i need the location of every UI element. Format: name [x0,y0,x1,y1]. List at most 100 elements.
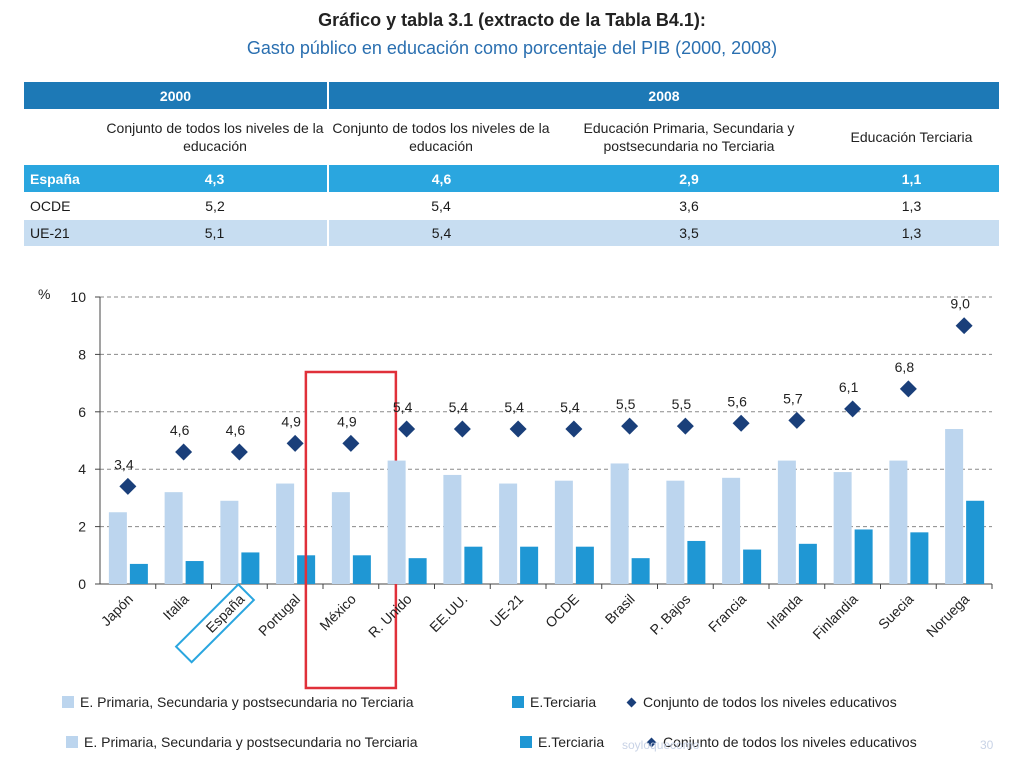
data-label: 6,1 [839,379,859,395]
bar-primary [777,460,796,584]
data-label: 5,5 [616,396,636,412]
x-tick-label: Brasil [602,591,638,627]
bar-tertiary [520,546,539,584]
bar-primary [164,492,183,584]
x-tick-label: Irlanda [763,591,805,633]
x-tick-label: Portugal [255,591,303,639]
bar-tertiary [464,546,483,584]
legend-swatch-primary [62,696,74,708]
total-marker [565,420,583,438]
table-row: UE-21 5,1 5,4 3,5 1,3 [24,220,999,246]
column-header: Conjunto de todos los niveles de la educ… [332,120,550,154]
bar-primary [889,460,908,584]
bar-tertiary [241,552,260,584]
bar-tertiary [687,540,706,584]
row-label: OCDE [30,198,71,214]
data-label: 5,4 [393,399,413,415]
column-header: Educación Primaria, Secundaria y postsec… [583,120,795,154]
x-tick-label: México [316,591,359,634]
y-axis-label: % [38,286,50,302]
bar-primary [108,512,127,584]
legend-item: E.Terciaria [520,734,604,750]
data-label: 5,6 [727,393,747,409]
bar-tertiary [575,546,594,584]
data-label: 4,9 [281,413,301,429]
table-cell: 3,5 [554,220,824,246]
legend-label: E.Terciaria [530,694,597,710]
table-cell: 5,4 [431,198,451,214]
legend-item: Conjunto de todos los niveles educativos [646,734,917,750]
legend-swatch-tertiary [520,736,532,748]
education-spending-chart: 0246810%3,4Japón4,6Italia4,6España4,9Por… [38,286,993,690]
legend-diamond-icon [626,697,637,707]
y-tick-label: 0 [78,576,86,592]
y-tick-label: 6 [78,404,86,420]
column-header: Educación Terciaria [850,129,973,145]
data-label: 5,4 [560,399,580,415]
bar-primary [833,472,852,584]
summary-table: 2000 2008 Conjunto de todos los niveles … [24,82,999,246]
table-cell: 3,6 [679,198,699,214]
data-label: 6,8 [895,359,915,375]
table-row: España 4,3 4,6 2,9 1,1 [24,165,999,192]
table-cell: 4,3 [102,165,328,192]
highlight-box [174,583,256,664]
bar-tertiary [631,558,650,584]
total-marker [955,317,973,335]
bar-primary [499,483,518,584]
y-tick-label: 8 [78,346,86,362]
y-tick-label: 10 [70,289,86,305]
x-tick-label: Finlandia [809,591,861,643]
bar-primary [554,480,573,584]
year-2008-header: 2008 [327,82,999,109]
total-marker [788,411,806,429]
bar-tertiary [966,500,985,584]
bar-tertiary [854,529,873,584]
bar-tertiary [743,549,762,584]
x-tick-label: Suecia [875,591,917,633]
year-2000-header: 2000 [24,82,328,109]
page-subtitle: Gasto público en educación como porcenta… [246,38,778,58]
legend-item: E. Primaria, Secundaria y postsecundaria… [66,734,418,750]
data-label: 3,4 [114,456,134,472]
y-tick-label: 2 [78,519,86,535]
y-tick-label: 4 [78,461,86,477]
x-tick-label: P. Bajos [647,591,694,638]
bar-tertiary [352,555,371,584]
legend-item: E. Primaria, Secundaria y postsecundaria… [62,694,414,710]
x-tick-label: UE-21 [487,591,527,631]
table-cell: 1,3 [824,220,999,246]
data-label: 4,6 [226,422,246,438]
legend-label: E. Primaria, Secundaria y postsecundaria… [80,694,414,710]
data-label: 4,9 [337,413,357,429]
table-cell: 5,2 [205,198,225,214]
table-year-row: 2000 2008 [24,82,999,109]
bar-tertiary [408,558,427,584]
x-tick-label: Noruega [923,591,972,640]
table-row: OCDE 5,2 5,4 3,6 1,3 [24,192,999,220]
total-marker [230,443,248,461]
total-marker [844,400,862,418]
table-column-headers: Conjunto de todos los niveles de la educ… [24,109,999,165]
column-header: Conjunto de todos los niveles de la educ… [106,120,324,154]
bar-primary [945,429,964,584]
total-marker [732,414,750,432]
table-cell: 2,9 [554,165,824,192]
x-tick-label: Italia [160,591,192,623]
data-label: 5,7 [783,390,803,406]
table-cell: 1,3 [901,198,922,214]
bar-primary [443,474,462,584]
legend-swatch-tertiary [512,696,524,708]
legend-label: Conjunto de todos los niveles educativos [643,694,897,710]
total-marker [676,417,694,435]
bar-primary [331,492,350,584]
total-marker [398,420,416,438]
bar-tertiary [910,532,929,584]
x-tick-label: Francia [705,591,749,635]
total-marker [509,420,527,438]
page-number: 30 [980,738,994,752]
total-marker [453,420,471,438]
bar-primary [666,480,685,584]
legend-item: Conjunto de todos los niveles educativos [626,694,897,710]
data-label: 5,4 [504,399,524,415]
